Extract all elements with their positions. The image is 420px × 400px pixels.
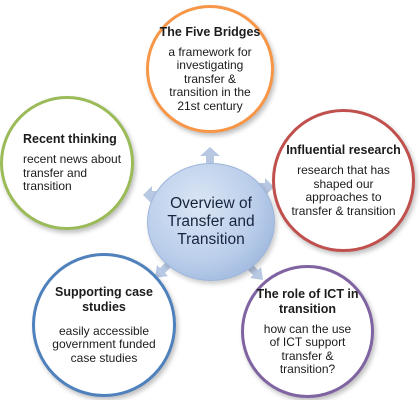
node-recent-thinking: Recent thinking recent news about transf… [0,96,134,230]
node-five-bridges-title: The Five Bridges [159,24,261,39]
node-role-of-ict-title: The role of ICT in transition [256,286,359,316]
node-five-bridges: The Five Bridges a framework for investi… [146,5,274,133]
center-node-label: Overview of Transfer and Transition [167,195,255,248]
node-recent-thinking-title: Recent thinking [23,132,117,147]
node-influential-research: Influential research research that has s… [272,109,415,252]
node-role-of-ict: The role of ICT in transition how can th… [241,265,374,398]
node-supporting-case-studies-body: easily accessible government funded case… [52,323,156,365]
arrow-to-top-icon [200,147,220,163]
node-influential-research-body: research that has shaped our approaches … [291,163,396,218]
node-influential-research-title: Influential research [286,143,401,157]
node-supporting-case-studies-title: Supporting case studies [55,284,153,314]
node-supporting-case-studies: Supporting case studies easily accessibl… [32,253,176,397]
arrow-to-right-icon [258,178,274,196]
node-role-of-ict-body: how can the use of ICT support transfer … [263,321,352,376]
node-five-bridges-body: a framework for investigating transfer &… [168,44,252,113]
arrow-to-left-icon [143,186,159,204]
node-recent-thinking-body: recent news about transfer and transitio… [23,152,122,194]
center-node: Overview of Transfer and Transition [147,163,275,281]
